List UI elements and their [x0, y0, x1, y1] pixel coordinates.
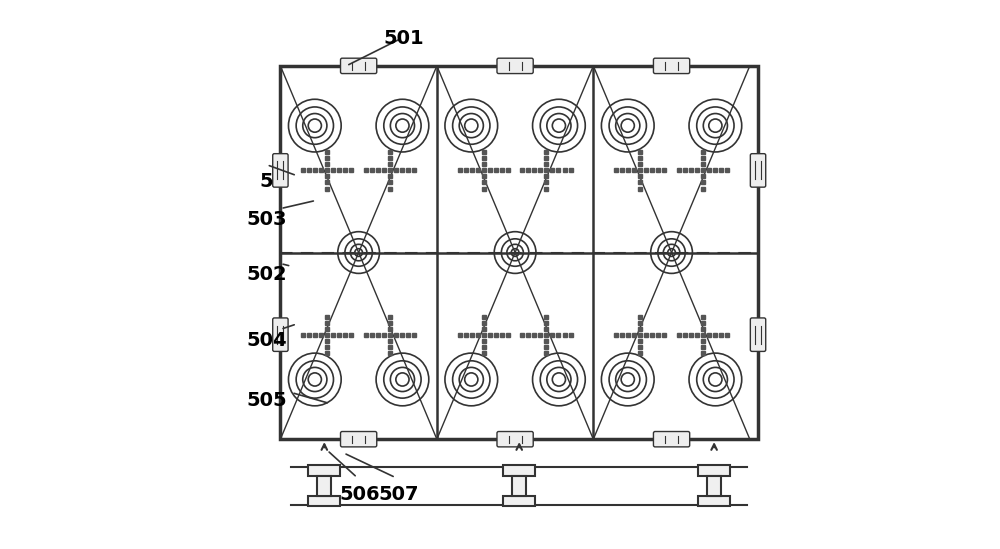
Text: 501: 501 — [384, 29, 424, 48]
Bar — [503, 496, 535, 506]
FancyBboxPatch shape — [653, 432, 690, 447]
Bar — [503, 466, 535, 475]
FancyBboxPatch shape — [497, 58, 533, 74]
Text: 505: 505 — [246, 391, 287, 410]
Bar — [317, 475, 331, 496]
Text: 5: 5 — [260, 172, 273, 191]
FancyBboxPatch shape — [497, 432, 533, 447]
FancyBboxPatch shape — [341, 58, 377, 74]
FancyBboxPatch shape — [341, 432, 377, 447]
Text: 506: 506 — [340, 485, 380, 503]
Bar — [512, 475, 526, 496]
Text: 504: 504 — [246, 331, 287, 350]
Bar — [280, 66, 758, 439]
Bar — [308, 496, 340, 506]
Bar — [698, 466, 730, 475]
FancyBboxPatch shape — [273, 154, 288, 187]
FancyBboxPatch shape — [750, 318, 766, 351]
FancyBboxPatch shape — [273, 318, 288, 351]
Bar — [308, 466, 340, 475]
Bar — [698, 496, 730, 506]
Text: 502: 502 — [246, 265, 287, 284]
Bar — [707, 475, 721, 496]
Text: 503: 503 — [246, 210, 287, 229]
FancyBboxPatch shape — [750, 154, 766, 187]
FancyBboxPatch shape — [653, 58, 690, 74]
Text: 507: 507 — [378, 485, 419, 503]
